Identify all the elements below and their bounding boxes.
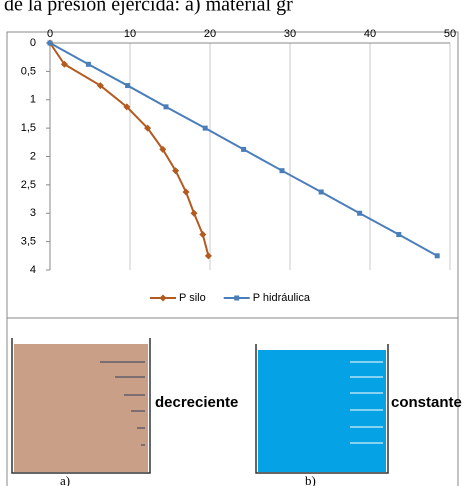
vessel-silo	[14, 344, 148, 472]
y-tick-label: 0	[30, 37, 36, 49]
legend-label: P hidráulica	[253, 292, 311, 304]
x-tick-label: 50	[444, 28, 456, 40]
panel-text: constante	[391, 394, 462, 411]
marker	[164, 104, 169, 109]
y-tick-label: 2	[30, 150, 36, 162]
y-tick-label: 1,5	[21, 122, 36, 134]
marker	[435, 253, 440, 258]
x-tick-label: 40	[364, 28, 376, 40]
y-tick-label: 0,5	[21, 65, 36, 77]
marker	[280, 168, 285, 173]
marker	[203, 126, 208, 131]
marker	[396, 232, 401, 237]
marker	[199, 231, 206, 238]
legend-marker	[160, 295, 167, 302]
y-tick-label: 1	[30, 94, 36, 106]
marker	[241, 147, 246, 152]
x-tick-label: 30	[284, 28, 296, 40]
chart-frame	[7, 32, 458, 318]
marker	[357, 211, 362, 216]
chart-title: de la presión ejercida: a) material gr	[4, 0, 293, 16]
x-tick-label: 0	[47, 28, 53, 40]
marker	[125, 83, 130, 88]
y-tick-label: 4	[30, 264, 36, 276]
panel-caption: a)	[60, 473, 70, 486]
vessel-water	[258, 350, 386, 472]
marker	[183, 188, 190, 195]
x-tick-label: 10	[124, 28, 136, 40]
marker	[319, 189, 324, 194]
marker	[86, 62, 91, 67]
marker	[191, 210, 198, 217]
legend-label: P silo	[179, 292, 206, 304]
y-tick-label: 3	[30, 207, 36, 219]
marker	[205, 252, 212, 259]
marker	[48, 41, 53, 46]
series-line	[50, 43, 208, 256]
legend-marker	[234, 296, 239, 301]
panel-text: decreciente	[155, 394, 238, 411]
panel-caption: b)	[305, 473, 316, 486]
figure: de la presión ejercida: a) material gr d…	[0, 0, 467, 486]
x-tick-label: 20	[204, 28, 216, 40]
y-tick-label: 3,5	[21, 236, 36, 248]
y-tick-label: 2,5	[21, 179, 36, 191]
